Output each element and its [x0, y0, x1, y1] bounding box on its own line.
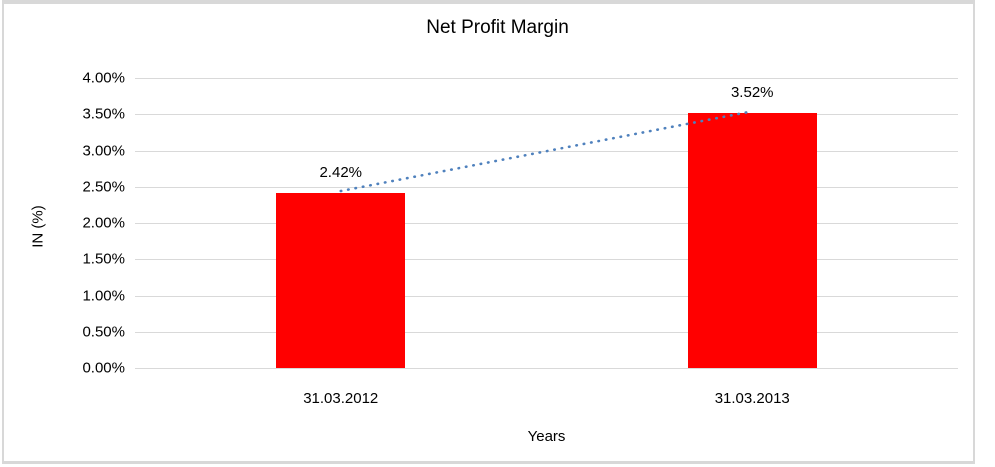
gridline: [135, 331, 958, 333]
y-tick-label: 3.00%: [82, 142, 125, 159]
gridline: [135, 223, 958, 224]
gridline: [135, 368, 958, 369]
gridline: [135, 186, 958, 188]
x-axis-title: Years: [527, 428, 566, 445]
bar-31.03.2012: [276, 192, 406, 368]
bar-data-label: 2.42%: [319, 163, 363, 181]
y-axis-title: IN (%): [29, 205, 47, 248]
bar-data-label: 3.52%: [730, 83, 774, 101]
bar-31.03.2013: [687, 112, 817, 368]
y-tick-label: 0.50%: [82, 323, 125, 341]
y-tick-label: 2.50%: [82, 178, 125, 196]
y-tick-label: 3.50%: [82, 105, 125, 123]
y-tick-label: 1.00%: [82, 287, 125, 304]
gridline: [135, 78, 958, 79]
y-tick-label: 0.00%: [82, 359, 125, 377]
chart-border: [2, 0, 975, 464]
x-tick-label: 31.03.2012: [303, 390, 379, 407]
gridline: [135, 295, 958, 297]
gridline: [135, 150, 958, 152]
y-tick-label: 2.00%: [82, 214, 125, 232]
gridline: [135, 259, 958, 261]
x-tick-label: 31.03.2013: [714, 390, 790, 407]
y-tick-label: 4.00%: [82, 69, 125, 87]
chart-title: Net Profit Margin: [426, 17, 569, 38]
gridline: [135, 114, 958, 116]
y-tick-label: 1.50%: [82, 250, 125, 268]
